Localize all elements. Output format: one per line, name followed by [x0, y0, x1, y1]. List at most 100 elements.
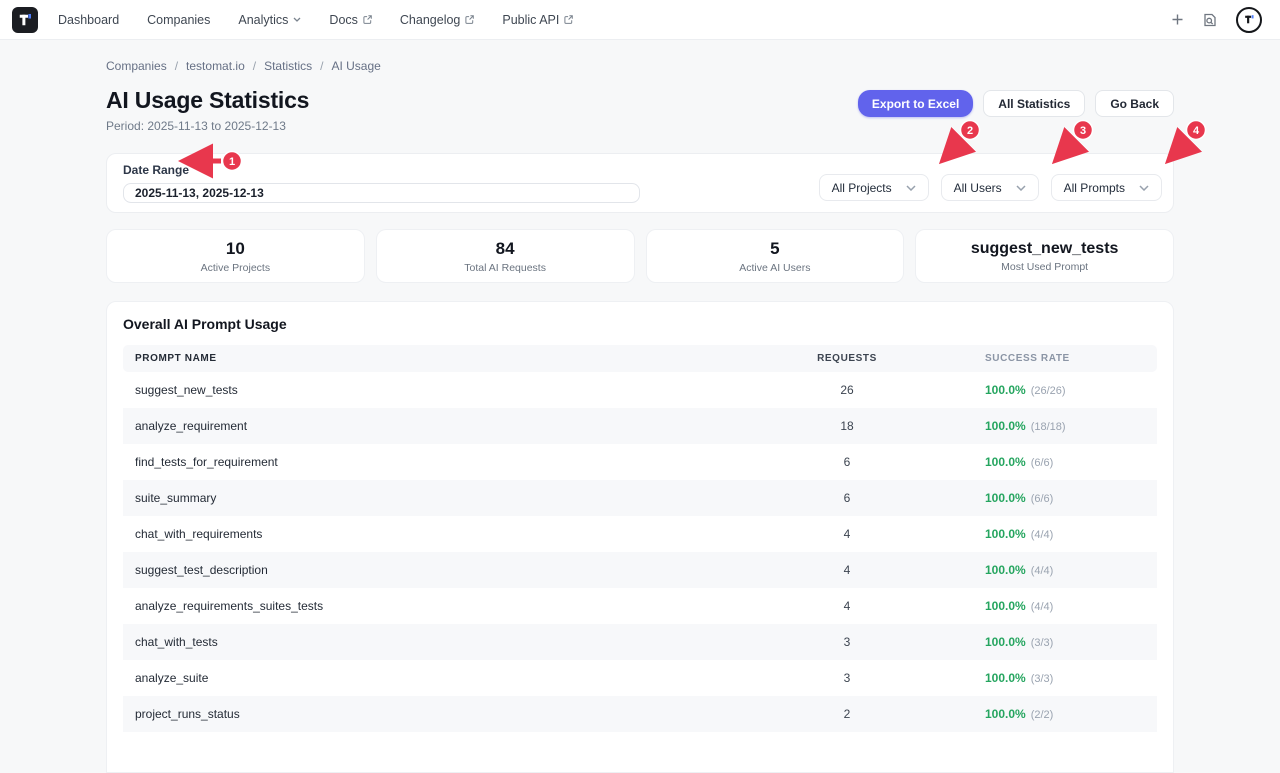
export-to-excel-button[interactable]: Export to Excel: [857, 90, 974, 117]
nav-item-label: Public API: [502, 12, 560, 27]
requests-cell: 26: [840, 383, 854, 397]
success-rate-cell: 100.0% (18/18): [973, 419, 1157, 433]
stat-card-most-used-prompt: suggest_new_tests Most Used Prompt: [915, 229, 1174, 283]
users-dropdown-label: All Users: [953, 180, 1002, 195]
requests-cell: 6: [843, 491, 851, 505]
stat-label: Active Projects: [200, 261, 271, 274]
external-link-icon: [564, 15, 574, 24]
column-header-prompt-name: Prompt Name: [135, 353, 217, 364]
testomat-logo[interactable]: [12, 6, 38, 33]
date-range-input[interactable]: [123, 183, 640, 203]
success-rate-fraction: (3/3): [1030, 673, 1054, 685]
prompts-dropdown[interactable]: All Prompts: [1050, 174, 1162, 201]
prompt-name-cell: find_tests_for_requirement: [135, 455, 278, 469]
nav-item-label: Changelog: [399, 12, 461, 27]
table-row: analyze_suite 3 100.0% (3/3): [123, 660, 1157, 696]
prompt-name-cell: suggest_test_description: [135, 563, 268, 577]
stat-value: 84: [495, 238, 515, 258]
success-rate-fraction: (18/18): [1030, 421, 1066, 433]
success-rate-cell: 100.0% (4/4): [973, 527, 1157, 541]
table-row: suggest_test_description 4 100.0% (4/4): [123, 552, 1157, 588]
nav-item-dashboard[interactable]: Dashboard: [58, 13, 119, 27]
filter-dropdowns: All Projects All Users All Prompts: [818, 163, 1162, 203]
prompt-name-cell: suggest_new_tests: [135, 383, 238, 397]
success-rate-cell: 100.0% (4/4): [973, 599, 1157, 613]
page-title: AI Usage Statistics: [106, 87, 310, 113]
prompt-name-cell: chat_with_requirements: [135, 527, 263, 541]
projects-dropdown[interactable]: All Projects: [818, 174, 929, 201]
audit-search-icon[interactable]: [1202, 12, 1218, 28]
page-header: AI Usage Statistics Period: 2025-11-13 t…: [106, 87, 1174, 133]
breadcrumb-statistics[interactable]: Statistics: [264, 59, 313, 73]
breadcrumb: Companies / testomat.io / Statistics / A…: [106, 40, 1174, 73]
success-rate-cell: 100.0% (26/26): [973, 383, 1157, 397]
stat-card-active-projects: 10 Active Projects: [106, 229, 365, 283]
success-rate-fraction: (6/6): [1030, 493, 1054, 505]
column-header-success-rate: Success Rate: [985, 353, 1070, 364]
plus-icon[interactable]: [1171, 13, 1184, 26]
nav-item-label: Dashboard: [58, 12, 120, 27]
nav-item-label: Analytics: [238, 12, 289, 27]
success-rate-fraction: (4/4): [1030, 529, 1054, 541]
go-back-button[interactable]: Go Back: [1095, 90, 1174, 117]
prompt-name-cell: suite_summary: [135, 491, 217, 505]
external-link-icon: [363, 15, 372, 24]
nav-item-analytics[interactable]: Analytics: [238, 13, 301, 27]
success-rate-cell: 100.0% (3/3): [973, 671, 1157, 685]
breadcrumb-separator: /: [252, 59, 257, 73]
annotation-badge-4-number: 4: [1193, 125, 1200, 137]
prompt-name-cell: project_runs_status: [135, 707, 240, 721]
nav-links: Dashboard Companies Analytics Docs Chang…: [58, 12, 574, 27]
annotation-badge-4: [1185, 119, 1207, 141]
prompts-dropdown-label: All Prompts: [1063, 180, 1125, 195]
stat-value: 10: [225, 238, 245, 258]
chevron-down-icon: [293, 17, 301, 22]
stat-value: suggest_new_tests: [970, 239, 1119, 257]
table-row: chat_with_tests 3 100.0% (3/3): [123, 624, 1157, 660]
stat-label: Most Used Prompt: [1001, 260, 1089, 273]
success-rate-cell: 100.0% (2/2): [973, 707, 1157, 721]
success-rate-cell: 100.0% (4/4): [973, 563, 1157, 577]
nav-item-public-api[interactable]: Public API: [502, 12, 574, 27]
table-header-row: Prompt Name Requests Success Rate: [123, 345, 1157, 372]
stat-value: 5: [770, 238, 780, 258]
success-rate-value: 100.0%: [985, 491, 1026, 505]
success-rate-value: 100.0%: [985, 527, 1026, 541]
breadcrumb-companies[interactable]: Companies: [106, 59, 167, 73]
table-row: analyze_requirement 18 100.0% (18/18): [123, 408, 1157, 444]
requests-cell: 4: [843, 599, 851, 613]
nav-item-companies[interactable]: Companies: [147, 13, 210, 27]
success-rate-fraction: (3/3): [1030, 637, 1054, 649]
column-header-requests: Requests: [817, 353, 877, 364]
table-row: find_tests_for_requirement 6 100.0% (6/6): [123, 444, 1157, 480]
success-rate-value: 100.0%: [985, 671, 1026, 685]
requests-cell: 6: [843, 455, 851, 469]
success-rate-value: 100.0%: [985, 635, 1026, 649]
annotation-arrow-4: [1164, 126, 1203, 165]
breadcrumb-project[interactable]: testomat.io: [186, 59, 245, 73]
testomat-logo-icon: [19, 13, 31, 25]
nav-item-docs[interactable]: Docs: [329, 13, 372, 27]
filters-card: Date Range All Projects All Users All Pr…: [106, 153, 1174, 213]
users-dropdown[interactable]: All Users: [940, 174, 1039, 201]
requests-cell: 4: [843, 563, 851, 577]
table-row: suite_summary 6 100.0% (6/6): [123, 480, 1157, 516]
chevron-down-icon: [906, 184, 916, 191]
success-rate-cell: 100.0% (6/6): [973, 455, 1157, 469]
requests-cell: 4: [843, 527, 851, 541]
external-link-icon: [465, 15, 475, 24]
success-rate-fraction: (26/26): [1030, 385, 1066, 397]
success-rate-value: 100.0%: [985, 383, 1026, 397]
all-statistics-button[interactable]: All Statistics: [983, 90, 1086, 117]
stat-label: Active AI Users: [739, 261, 811, 274]
avatar-logo-icon[interactable]: [1236, 6, 1262, 33]
table-title: Overall AI Prompt Usage: [123, 316, 287, 332]
date-range-label: Date Range: [123, 163, 190, 177]
prompt-name-cell: analyze_requirements_suites_tests: [135, 599, 324, 613]
nav-item-changelog[interactable]: Changelog: [399, 12, 475, 27]
stat-card-active-users: 5 Active AI Users: [645, 229, 905, 283]
stat-label: Total AI Requests: [464, 261, 546, 274]
table-row: analyze_requirements_suites_tests 4 100.…: [123, 588, 1157, 624]
prompt-usage-card: Overall AI Prompt Usage Prompt Name Requ…: [106, 301, 1174, 773]
projects-dropdown-label: All Projects: [831, 180, 892, 195]
